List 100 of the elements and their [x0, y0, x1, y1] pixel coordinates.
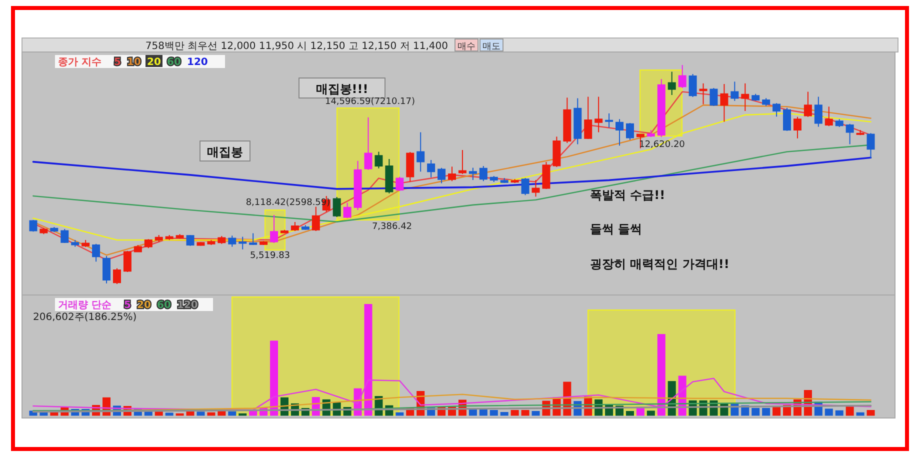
bar: [866, 410, 875, 416]
annotation: 매집봉!!!: [316, 82, 368, 96]
candlestick: [605, 112, 614, 128]
candlestick: [40, 227, 48, 235]
candlestick: [657, 78, 666, 138]
candlestick: [406, 151, 414, 182]
text: 매도: [482, 42, 500, 52]
bar: [479, 409, 488, 416]
annotation: 14,596.59(7210.17): [324, 97, 416, 107]
bar: [228, 411, 236, 416]
bar: [510, 410, 519, 416]
text: 120: [187, 57, 208, 68]
candlestick: [92, 243, 100, 262]
bar: [835, 410, 844, 416]
candlestick: [60, 228, 69, 244]
annotation: 굉장히 매력적인 가격대!!: [590, 257, 730, 271]
candlestick: [458, 149, 466, 175]
legend-title: 거래량 단순: [58, 300, 112, 311]
annotation: 7,386.42: [372, 222, 412, 232]
bar: [856, 412, 864, 416]
candlestick: [290, 222, 299, 232]
candlestick: [720, 84, 728, 122]
candlestick: [396, 176, 404, 192]
candlestick: [678, 64, 686, 88]
candlestick: [102, 255, 111, 284]
bar: [824, 408, 833, 416]
text: 60: [167, 57, 181, 68]
candlestick: [804, 91, 812, 118]
bar: [364, 304, 372, 416]
candlestick: [521, 178, 530, 196]
candlestick: [616, 118, 624, 146]
candlestick: [50, 226, 58, 233]
candlestick: [594, 96, 603, 133]
candlestick: [772, 102, 781, 118]
candlestick: [123, 250, 132, 272]
bar: [396, 412, 404, 416]
bar: [521, 410, 530, 416]
bar: [762, 408, 770, 416]
text: 5: [124, 300, 131, 311]
text: 60: [157, 300, 171, 311]
legend-title: 종가 지수: [58, 57, 102, 68]
candlestick: [552, 136, 561, 168]
candlestick: [364, 116, 372, 170]
annotation: 206,602주(186.25%): [33, 312, 137, 323]
annotation: 들썩 들썩: [590, 222, 642, 236]
candlestick: [280, 229, 288, 234]
candlestick: [699, 82, 708, 105]
text: 120: [177, 300, 198, 311]
candlestick: [196, 241, 205, 246]
bar: [646, 410, 655, 416]
candlestick: [343, 202, 352, 219]
candlestick: [752, 93, 760, 102]
candlestick: [186, 234, 194, 246]
candlestick: [866, 132, 875, 159]
candlestick: [574, 98, 582, 145]
candlestick: [688, 73, 697, 98]
candlestick: [312, 206, 320, 232]
bar: [468, 409, 477, 416]
candlestick: [846, 123, 854, 145]
candlestick: [814, 96, 822, 128]
candlestick: [385, 158, 394, 194]
bar: [500, 412, 508, 416]
text: 758백만 최우선 12,000 11,950 시 12,150 고 12,150 저 11,400: [145, 41, 448, 52]
candlestick: [730, 81, 739, 102]
candlestick: [144, 238, 152, 249]
candlestick: [228, 235, 236, 248]
candlestick: [354, 160, 362, 210]
candlestick: [301, 224, 310, 230]
candlestick: [260, 240, 268, 246]
candlestick: [71, 239, 80, 248]
candlestick: [176, 234, 184, 240]
candlestick: [207, 239, 216, 246]
candlestick: [762, 98, 770, 106]
candlestick: [218, 236, 226, 244]
candlestick: [500, 178, 508, 184]
candlestick: [448, 166, 456, 182]
text: 매수: [458, 42, 476, 52]
bar: [626, 411, 634, 416]
annotation: 매집봉: [207, 145, 243, 159]
candlestick: [134, 244, 142, 253]
candlestick: [479, 165, 488, 182]
bar: [196, 412, 205, 416]
candlestick: [427, 160, 436, 178]
candlestick: [532, 179, 540, 198]
candlestick: [416, 132, 425, 172]
candlestick: [238, 236, 247, 250]
annotation: 폭발적 수급!!: [590, 188, 666, 202]
bar: [165, 412, 174, 416]
annotation: 5,519.83: [250, 251, 290, 261]
candlestick: [668, 71, 676, 96]
text: 10: [127, 57, 141, 68]
text: 20: [137, 300, 151, 311]
bar: [490, 410, 498, 416]
candlestick: [563, 97, 572, 144]
text: 5: [114, 57, 121, 68]
candlestick: [332, 196, 341, 218]
candlestick: [82, 239, 90, 248]
candlestick: [438, 167, 446, 184]
candlestick: [510, 178, 519, 184]
candlestick: [710, 87, 718, 106]
